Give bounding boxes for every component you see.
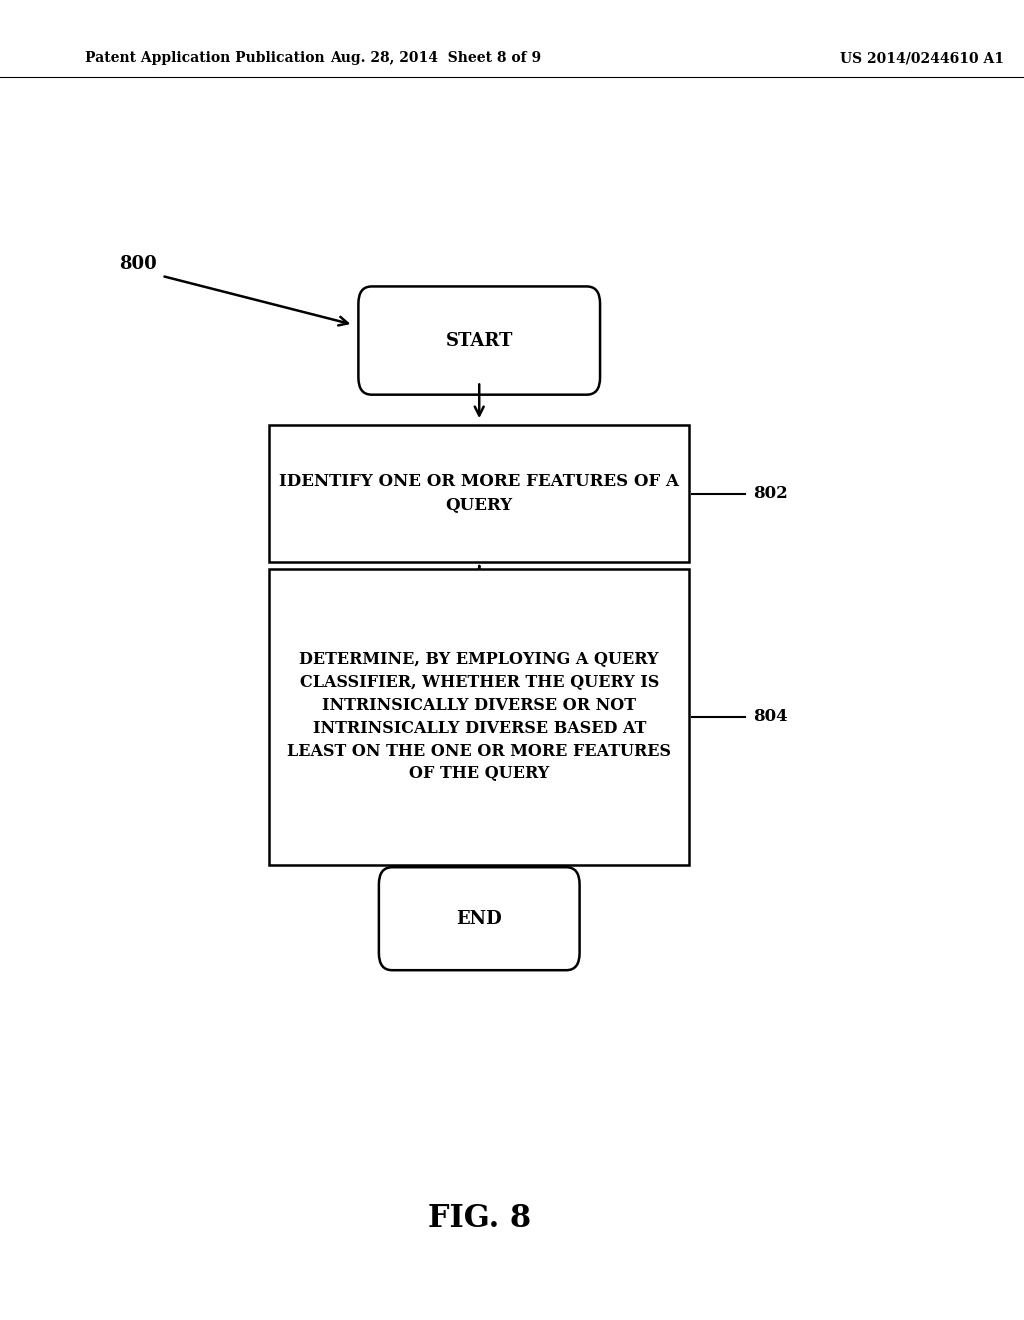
FancyBboxPatch shape bbox=[358, 286, 600, 395]
Text: DETERMINE, BY EMPLOYING A QUERY
CLASSIFIER, WHETHER THE QUERY IS
INTRINSICALLY D: DETERMINE, BY EMPLOYING A QUERY CLASSIFI… bbox=[287, 651, 672, 783]
Text: 802: 802 bbox=[753, 486, 787, 502]
Text: IDENTIFY ONE OR MORE FEATURES OF A
QUERY: IDENTIFY ONE OR MORE FEATURES OF A QUERY bbox=[280, 474, 679, 513]
Text: Patent Application Publication: Patent Application Publication bbox=[85, 51, 325, 65]
Text: FIG. 8: FIG. 8 bbox=[428, 1203, 530, 1234]
Text: START: START bbox=[445, 331, 513, 350]
Text: Aug. 28, 2014  Sheet 8 of 9: Aug. 28, 2014 Sheet 8 of 9 bbox=[330, 51, 541, 65]
Text: 804: 804 bbox=[753, 709, 787, 725]
Text: US 2014/0244610 A1: US 2014/0244610 A1 bbox=[840, 51, 1004, 65]
FancyBboxPatch shape bbox=[379, 867, 580, 970]
FancyBboxPatch shape bbox=[269, 425, 689, 562]
FancyBboxPatch shape bbox=[269, 569, 689, 865]
Text: 800: 800 bbox=[120, 255, 157, 273]
Text: END: END bbox=[457, 909, 502, 928]
